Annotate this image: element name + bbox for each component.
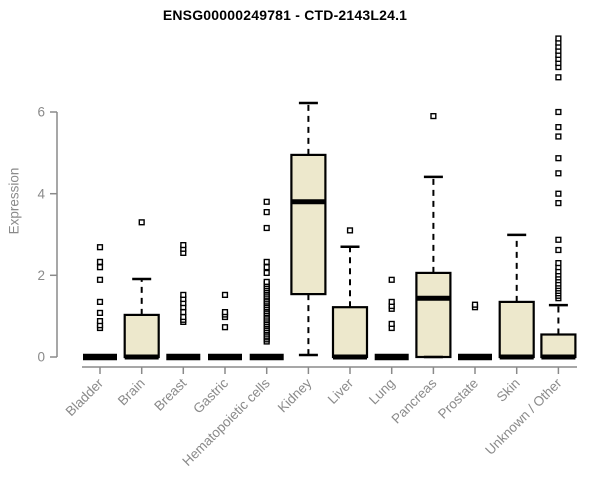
outlier-point [96, 258, 104, 266]
outlier-point [96, 276, 104, 283]
boxplot-breast [166, 241, 201, 361]
boxplot-kidney [290, 101, 327, 357]
boxplot-bladder [83, 244, 117, 361]
boxplot-skin [498, 233, 535, 360]
x-tick-label: Gastric [190, 375, 231, 416]
boxplot-lung [374, 276, 409, 361]
boxplot-prostate [458, 301, 492, 361]
outlier-point [180, 309, 187, 316]
outlier-point [263, 208, 270, 216]
outlier-point [555, 260, 562, 267]
outlier-point [263, 278, 270, 286]
chart-title: ENSG00000249781 - CTD-2143L24.1 [162, 7, 408, 23]
boxplot-hematopoietic-cells [249, 198, 284, 361]
iqr-box [331, 306, 369, 359]
outlier-point [555, 108, 562, 116]
boxplot-brain [123, 219, 160, 360]
outlier-point [388, 298, 395, 306]
outlier-point [471, 301, 479, 308]
outlier-point [388, 276, 395, 283]
outlier-point [555, 170, 562, 177]
iqr-box [290, 153, 327, 296]
outlier-point [96, 264, 104, 271]
outlier-point [346, 227, 354, 234]
outlier-point [555, 155, 562, 162]
boxplot-gastric [208, 291, 242, 361]
outlier-point [180, 313, 187, 321]
x-tick-label: Pancreas [389, 375, 440, 426]
outlier-point [138, 219, 145, 226]
outlier-point [555, 199, 562, 207]
outlier-point [263, 258, 270, 266]
y-tick-label: 0 [37, 350, 45, 365]
y-tick-label: 2 [37, 268, 45, 283]
outlier-point [388, 320, 395, 328]
outlier-point [555, 190, 562, 197]
outlier-point [430, 112, 437, 120]
iqr-box [540, 333, 577, 359]
x-tick-label: Prostate [435, 376, 481, 422]
outlier-point [263, 198, 270, 205]
outlier-point [555, 35, 562, 42]
x-tick-label: Liver [325, 375, 357, 407]
outlier-point [180, 291, 187, 299]
x-tick-label: Skin [494, 376, 523, 405]
outlier-point [96, 298, 104, 306]
outlier-point [221, 291, 229, 299]
outlier-point [263, 269, 270, 277]
outlier-point [555, 74, 562, 81]
outlier-point [263, 224, 270, 232]
x-tick-label: Brain [115, 376, 148, 409]
x-tick-label: Bladder [63, 375, 107, 419]
boxplot-liver [331, 227, 369, 360]
outlier-point [555, 246, 562, 254]
x-tick-label: Lung [366, 376, 398, 408]
outlier-point [221, 324, 229, 331]
x-tick-label: Kidney [275, 375, 315, 415]
outlier-point [96, 318, 104, 325]
outlier-point [180, 241, 187, 249]
iqr-box [415, 271, 452, 359]
outlier-point [555, 236, 562, 243]
y-tick-label: 6 [37, 105, 45, 120]
boxplot-pancreas [415, 112, 452, 359]
outlier-point [555, 133, 562, 140]
iqr-box [123, 313, 160, 359]
x-tick-label: Unknown / Other [482, 375, 565, 458]
iqr-box [498, 300, 535, 359]
outlier-point [221, 309, 229, 316]
outlier-point [555, 123, 562, 131]
outlier-point [96, 309, 104, 317]
y-tick-label: 4 [37, 186, 45, 201]
boxplot-unknown-other [540, 35, 577, 360]
outlier-point [263, 264, 270, 271]
x-tick-label: Breast [151, 375, 189, 413]
outlier-point [96, 244, 104, 251]
